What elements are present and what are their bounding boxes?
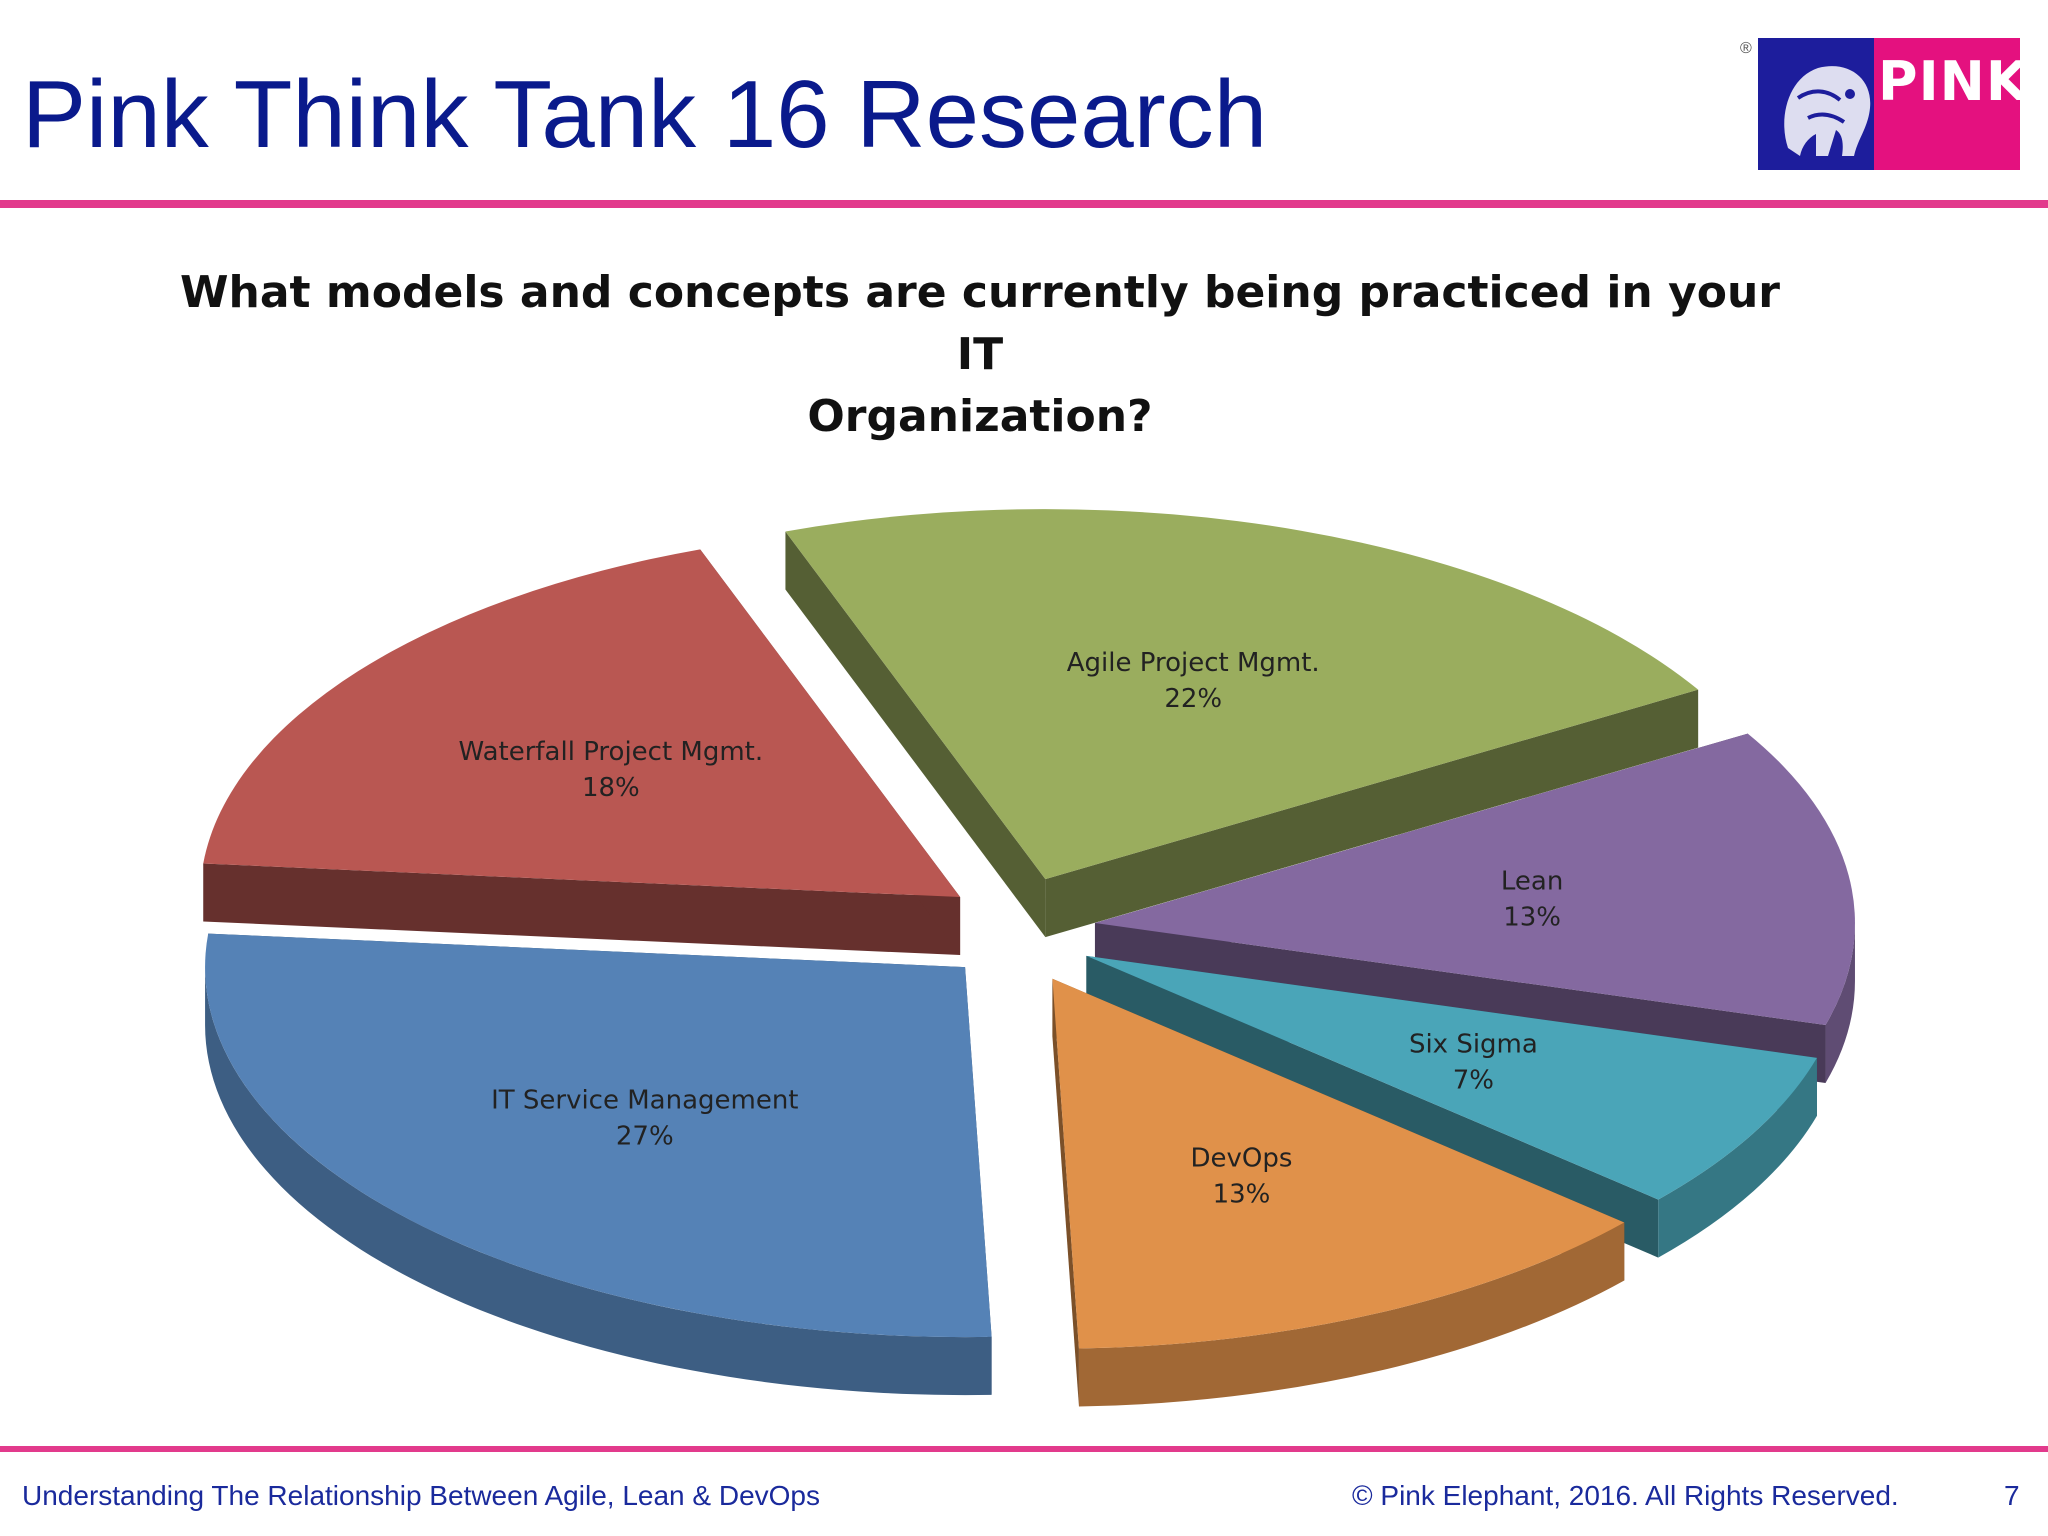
pink-elephant-logo: ® PINK [1740,38,2029,170]
slice-label-4: IT Service Management [491,1086,798,1116]
registered-mark-icon: ® [1740,40,1752,57]
slice-label-1: Lean [1501,866,1563,896]
pie-slice-4 [205,933,992,1396]
footer-presentation-title: Understanding The Relationship Between A… [22,1480,820,1511]
logo-pink-block [1874,38,2020,170]
footer-divider [0,1446,2048,1452]
page-number: 7 [2004,1480,2020,1511]
slice-label-5: Waterfall Project Mgmt. [459,737,764,767]
pie-slice-top-3 [1052,978,1625,1349]
pie-slice-rim-3 [1078,1222,1625,1407]
slice-value-1: 13% [1503,902,1561,932]
pie-slice-rim-1 [1825,923,1855,1084]
slice-label-2: Six Sigma [1409,1030,1538,1060]
pie-slice-top-1 [1094,733,1855,1026]
pie-slice-top-0 [785,509,1699,880]
chart-title-line-1: What models and concepts are currently b… [180,267,1781,380]
slice-value-4: 27% [616,1122,674,1152]
logo-text: PINK [1878,50,2029,113]
pie-slice-wall-0 [1045,689,1699,938]
footer-copyright: © Pink Elephant, 2016. All Rights Reserv… [1352,1480,1899,1511]
slice-value-5: 18% [582,773,640,803]
pie-slice-wall-3 [1052,978,1079,1407]
pie-slice-0 [785,509,1699,938]
pie-slice-rim-4 [205,967,992,1396]
slide-title: Pink Think Tank 16 Research [22,61,1268,168]
elephant-icon [1784,66,1871,156]
slice-value-2: 7% [1453,1066,1494,1096]
chart-title: What models and concepts are currently b… [180,262,1780,448]
pie-slice-top-2 [1086,955,1817,1200]
slice-label-3: DevOps [1191,1144,1293,1174]
chart-title-line-2: Organization? [807,391,1153,442]
header-divider [0,200,2048,208]
slice-value-0: 22% [1164,684,1222,714]
pie-slice-3 [1052,978,1625,1407]
pie-slice-rim-2 [1658,1057,1817,1258]
pie-slice-top-5 [203,549,961,898]
pie-slice-top-4 [205,933,992,1338]
pie-slice-wall-5 [203,863,961,956]
pie-slice-5 [203,549,961,956]
slice-label-0: Agile Project Mgmt. [1067,648,1320,678]
pie-slice-wall-0 [785,531,1046,938]
slice-value-3: 13% [1213,1180,1271,1210]
